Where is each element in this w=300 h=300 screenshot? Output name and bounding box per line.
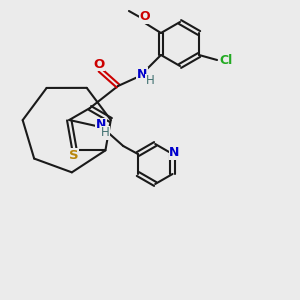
Text: N: N (96, 118, 106, 131)
Text: Cl: Cl (219, 53, 233, 67)
Text: O: O (140, 11, 150, 23)
Text: O: O (93, 58, 105, 70)
Text: H: H (146, 74, 154, 88)
Text: N: N (137, 68, 147, 80)
Text: S: S (69, 149, 78, 162)
Text: H: H (101, 127, 110, 140)
Text: N: N (169, 146, 180, 160)
